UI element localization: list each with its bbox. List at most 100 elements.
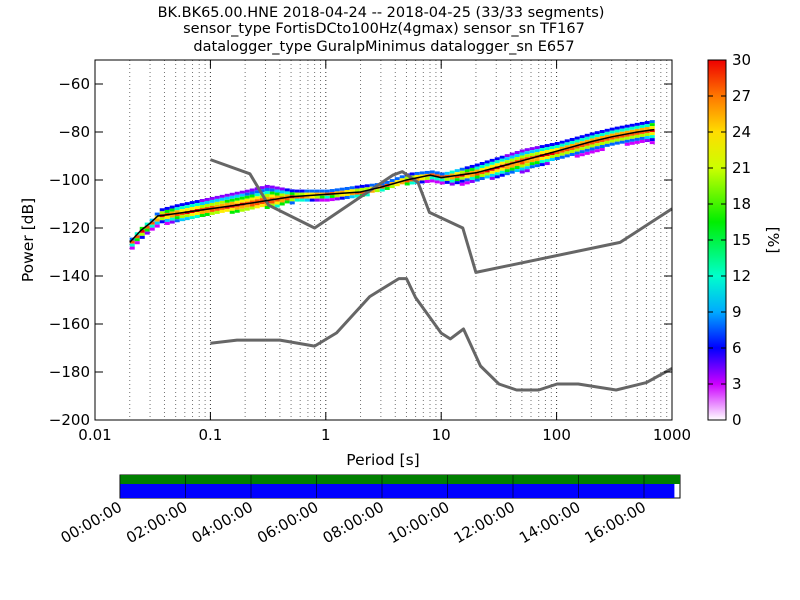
density-cell xyxy=(559,146,565,150)
density-cell xyxy=(189,204,195,208)
plot-background xyxy=(95,60,672,420)
density-cell xyxy=(484,175,490,179)
density-cell xyxy=(179,203,185,207)
density-cell xyxy=(409,181,415,185)
density-cell xyxy=(134,238,140,242)
density-cell xyxy=(599,130,605,134)
density-cell xyxy=(184,217,190,221)
density-cell xyxy=(609,139,615,143)
density-cell xyxy=(129,240,135,244)
density-cell xyxy=(489,170,495,174)
density-cell xyxy=(299,195,305,199)
density-cell xyxy=(194,206,200,210)
density-cell xyxy=(509,170,515,174)
density-cell xyxy=(634,125,640,129)
density-cell xyxy=(414,177,420,181)
density-cell xyxy=(624,139,630,143)
density-cell xyxy=(619,140,625,144)
density-cell xyxy=(199,205,205,209)
density-cell xyxy=(329,189,335,193)
density-cell xyxy=(569,137,575,141)
density-cell xyxy=(524,151,530,155)
density-cell xyxy=(564,139,570,143)
density-cell xyxy=(249,200,255,204)
density-cell xyxy=(309,189,315,193)
density-cell xyxy=(354,185,360,189)
density-cell xyxy=(534,152,540,156)
density-cell xyxy=(204,212,210,216)
density-cell xyxy=(249,188,255,192)
density-cell xyxy=(449,182,455,186)
density-cell xyxy=(224,205,230,209)
density-cell xyxy=(229,195,235,199)
density-cell xyxy=(154,218,160,222)
density-cell xyxy=(279,187,285,191)
density-cell xyxy=(299,198,305,202)
density-cell xyxy=(274,192,280,196)
density-cell xyxy=(514,169,520,173)
density-cell xyxy=(629,132,635,136)
density-cell xyxy=(494,157,500,161)
density-cell xyxy=(219,209,225,213)
density-cell xyxy=(589,141,595,145)
density-cell xyxy=(644,121,650,125)
timeline-tick-label: 14:00:00 xyxy=(516,498,583,547)
density-cell xyxy=(449,176,455,180)
density-cell xyxy=(429,179,435,183)
density-cell xyxy=(244,204,250,208)
density-cell xyxy=(344,186,350,190)
density-cell xyxy=(614,141,620,145)
density-cell xyxy=(534,158,540,162)
density-cell xyxy=(519,170,525,174)
density-cell xyxy=(434,180,440,184)
density-cell xyxy=(499,158,505,162)
density-cell xyxy=(224,199,230,203)
density-cell xyxy=(204,203,210,207)
density-cell xyxy=(579,144,585,148)
density-cell xyxy=(339,193,345,197)
density-cell xyxy=(629,129,635,133)
y-axis-label: Power [dB] xyxy=(19,198,37,282)
density-cell xyxy=(634,137,640,141)
colorbar-tick-label: 9 xyxy=(732,303,742,321)
density-cell xyxy=(224,202,230,206)
density-cell xyxy=(359,184,365,188)
density-cell xyxy=(574,154,580,158)
density-cell xyxy=(624,124,630,128)
density-cell xyxy=(249,194,255,198)
density-cell xyxy=(609,127,615,131)
plot-frame xyxy=(94,59,673,421)
density-cell xyxy=(614,132,620,136)
density-cell xyxy=(249,206,255,210)
density-cell xyxy=(289,192,295,196)
density-cell xyxy=(649,141,655,145)
density-cell xyxy=(474,172,480,176)
colorbar-tick-label: 0 xyxy=(732,411,742,429)
density-cell xyxy=(259,189,265,193)
density-cell xyxy=(199,211,205,215)
density-cell xyxy=(139,226,145,230)
density-cell xyxy=(174,216,180,220)
density-cell xyxy=(214,198,220,202)
density-cell xyxy=(629,126,635,130)
density-cell xyxy=(414,171,420,175)
title-line-1: BK.BK65.00.HNE 2018-04-24 -- 2018-04-25 … xyxy=(158,5,605,21)
density-cell xyxy=(364,187,370,191)
density-cell xyxy=(494,163,500,167)
y-tick-label: −200 xyxy=(49,411,90,429)
density-cell xyxy=(229,192,235,196)
density-cell xyxy=(584,139,590,143)
density-cell xyxy=(479,162,485,166)
density-cell xyxy=(629,135,635,139)
density-cell xyxy=(559,140,565,144)
density-cell xyxy=(219,200,225,204)
density-cell xyxy=(329,198,335,202)
density-cell xyxy=(254,199,260,203)
density-cell xyxy=(534,164,540,168)
density-cell xyxy=(599,133,605,137)
density-cell xyxy=(639,121,645,125)
density-cell xyxy=(524,169,530,173)
density-cell xyxy=(289,201,295,205)
density-cell xyxy=(249,197,255,201)
density-cell xyxy=(534,161,540,165)
